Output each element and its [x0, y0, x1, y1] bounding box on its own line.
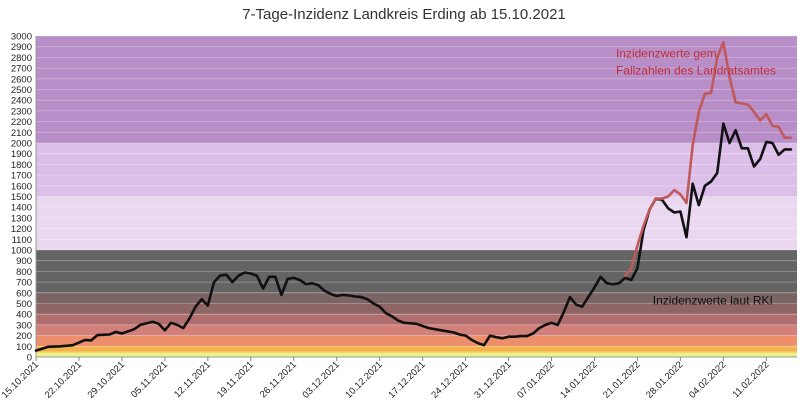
y-tick-label: 1400 — [11, 203, 32, 214]
x-tick-label: 03.12.2021 — [300, 359, 341, 400]
y-tick-label: 500 — [16, 299, 32, 310]
x-tick-label: 10.12.2021 — [343, 359, 384, 400]
annotation-line: Inzidenzwerte gem. — [616, 46, 720, 60]
x-tick-label: 31.12.2021 — [472, 359, 513, 400]
y-tick-label: 2600 — [11, 74, 32, 85]
y-tick-label: 1200 — [11, 224, 32, 235]
annotation-line: Inzidenzwerte laut RKI — [653, 294, 773, 308]
y-tick-label: 900 — [16, 256, 32, 267]
x-tick-label: 14.01.2022 — [558, 359, 599, 400]
series-line-landratsamt — [623, 41, 793, 277]
annotation-line: Fallzahlen des Landratsamtes — [616, 63, 776, 77]
y-tick-label: 700 — [16, 278, 32, 289]
x-tick-label: 22.10.2021 — [43, 359, 84, 400]
y-tick-label: 2800 — [11, 53, 32, 64]
gridlines — [36, 35, 797, 358]
x-tick-label: 26.11.2021 — [258, 359, 299, 400]
x-tick-label: 17.12.2021 — [386, 359, 427, 400]
band-35-50 — [36, 351, 797, 354]
x-tick-label: 07.01.2022 — [515, 359, 556, 400]
band-0-35 — [36, 353, 797, 357]
band-2000-3000 — [36, 36, 797, 143]
y-tick-label: 1000 — [11, 246, 32, 257]
incidence-bands — [36, 36, 797, 357]
x-tick-label: 28.01.2022 — [644, 359, 685, 400]
x-tick-label: 29.10.2021 — [86, 359, 127, 400]
y-tick-label: 300 — [16, 320, 32, 331]
y-tick-label: 3000 — [11, 32, 32, 43]
series-lines — [34, 41, 793, 352]
x-tick-label: 04.02.2022 — [687, 359, 728, 400]
series-line-rki — [34, 122, 793, 352]
y-tick-label: 600 — [16, 288, 32, 299]
y-tick-label: 100 — [16, 342, 32, 353]
band-500-600 — [36, 292, 797, 304]
y-axis: 0100200300400500600700800900100011001200… — [11, 32, 37, 364]
x-axis: 15.10.2021 22.10.2021 29.10.2021 05.11.2021… — [0, 356, 797, 401]
x-tick-label: 12.11.2021 — [172, 359, 213, 400]
y-tick-label: 1900 — [11, 149, 32, 160]
y-tick-label: 400 — [16, 310, 32, 321]
y-tick-label: 2200 — [11, 117, 32, 128]
y-tick-label: 2000 — [11, 139, 32, 150]
band-400-500 — [36, 303, 797, 315]
y-tick-label: 1300 — [11, 213, 32, 224]
chart-title: 7-Tage-Inzidenz Landkreis Erding ab 15.1… — [242, 6, 566, 23]
x-tick-label: 15.10.2021 — [0, 359, 41, 400]
annotations: Inzidenzwerte gem. Fallzahlen des Landrat… — [616, 46, 776, 307]
x-tick-label: 19.11.2021 — [215, 359, 256, 400]
y-tick-label: 2100 — [11, 128, 32, 139]
y-tick-label: 1500 — [11, 192, 32, 203]
y-tick-label: 2700 — [11, 64, 32, 75]
y-tick-label: 2500 — [11, 85, 32, 96]
annotation-rki: Inzidenzwerte laut RKI — [653, 294, 773, 308]
y-tick-label: 800 — [16, 267, 32, 278]
x-tick-label: 05.11.2021 — [129, 359, 170, 400]
band-1000-1500 — [36, 196, 797, 250]
y-tick-label: 0 — [27, 353, 32, 364]
x-tick-label: 21.01.2022 — [601, 359, 642, 400]
band-200-300 — [36, 324, 797, 336]
x-tick-label: 24.12.2021 — [429, 359, 470, 400]
band-1500-2000 — [36, 143, 797, 197]
y-tick-label: 200 — [16, 331, 32, 342]
y-tick-label: 1800 — [11, 160, 32, 171]
y-tick-label: 2400 — [11, 96, 32, 107]
x-tick-label: 11.02.2022 — [731, 359, 772, 400]
band-50-100 — [36, 346, 797, 352]
y-tick-label: 1700 — [11, 171, 32, 182]
y-tick-label: 2300 — [11, 106, 32, 117]
y-tick-label: 1600 — [11, 181, 32, 192]
annotation-landratsamt: Inzidenzwerte gem. Fallzahlen des Landrat… — [616, 46, 776, 77]
y-tick-label: 1100 — [12, 235, 32, 246]
band-600-1000 — [36, 250, 797, 293]
y-tick-label: 2900 — [11, 42, 32, 53]
band-100-200 — [36, 335, 797, 347]
band-300-400 — [36, 314, 797, 325]
